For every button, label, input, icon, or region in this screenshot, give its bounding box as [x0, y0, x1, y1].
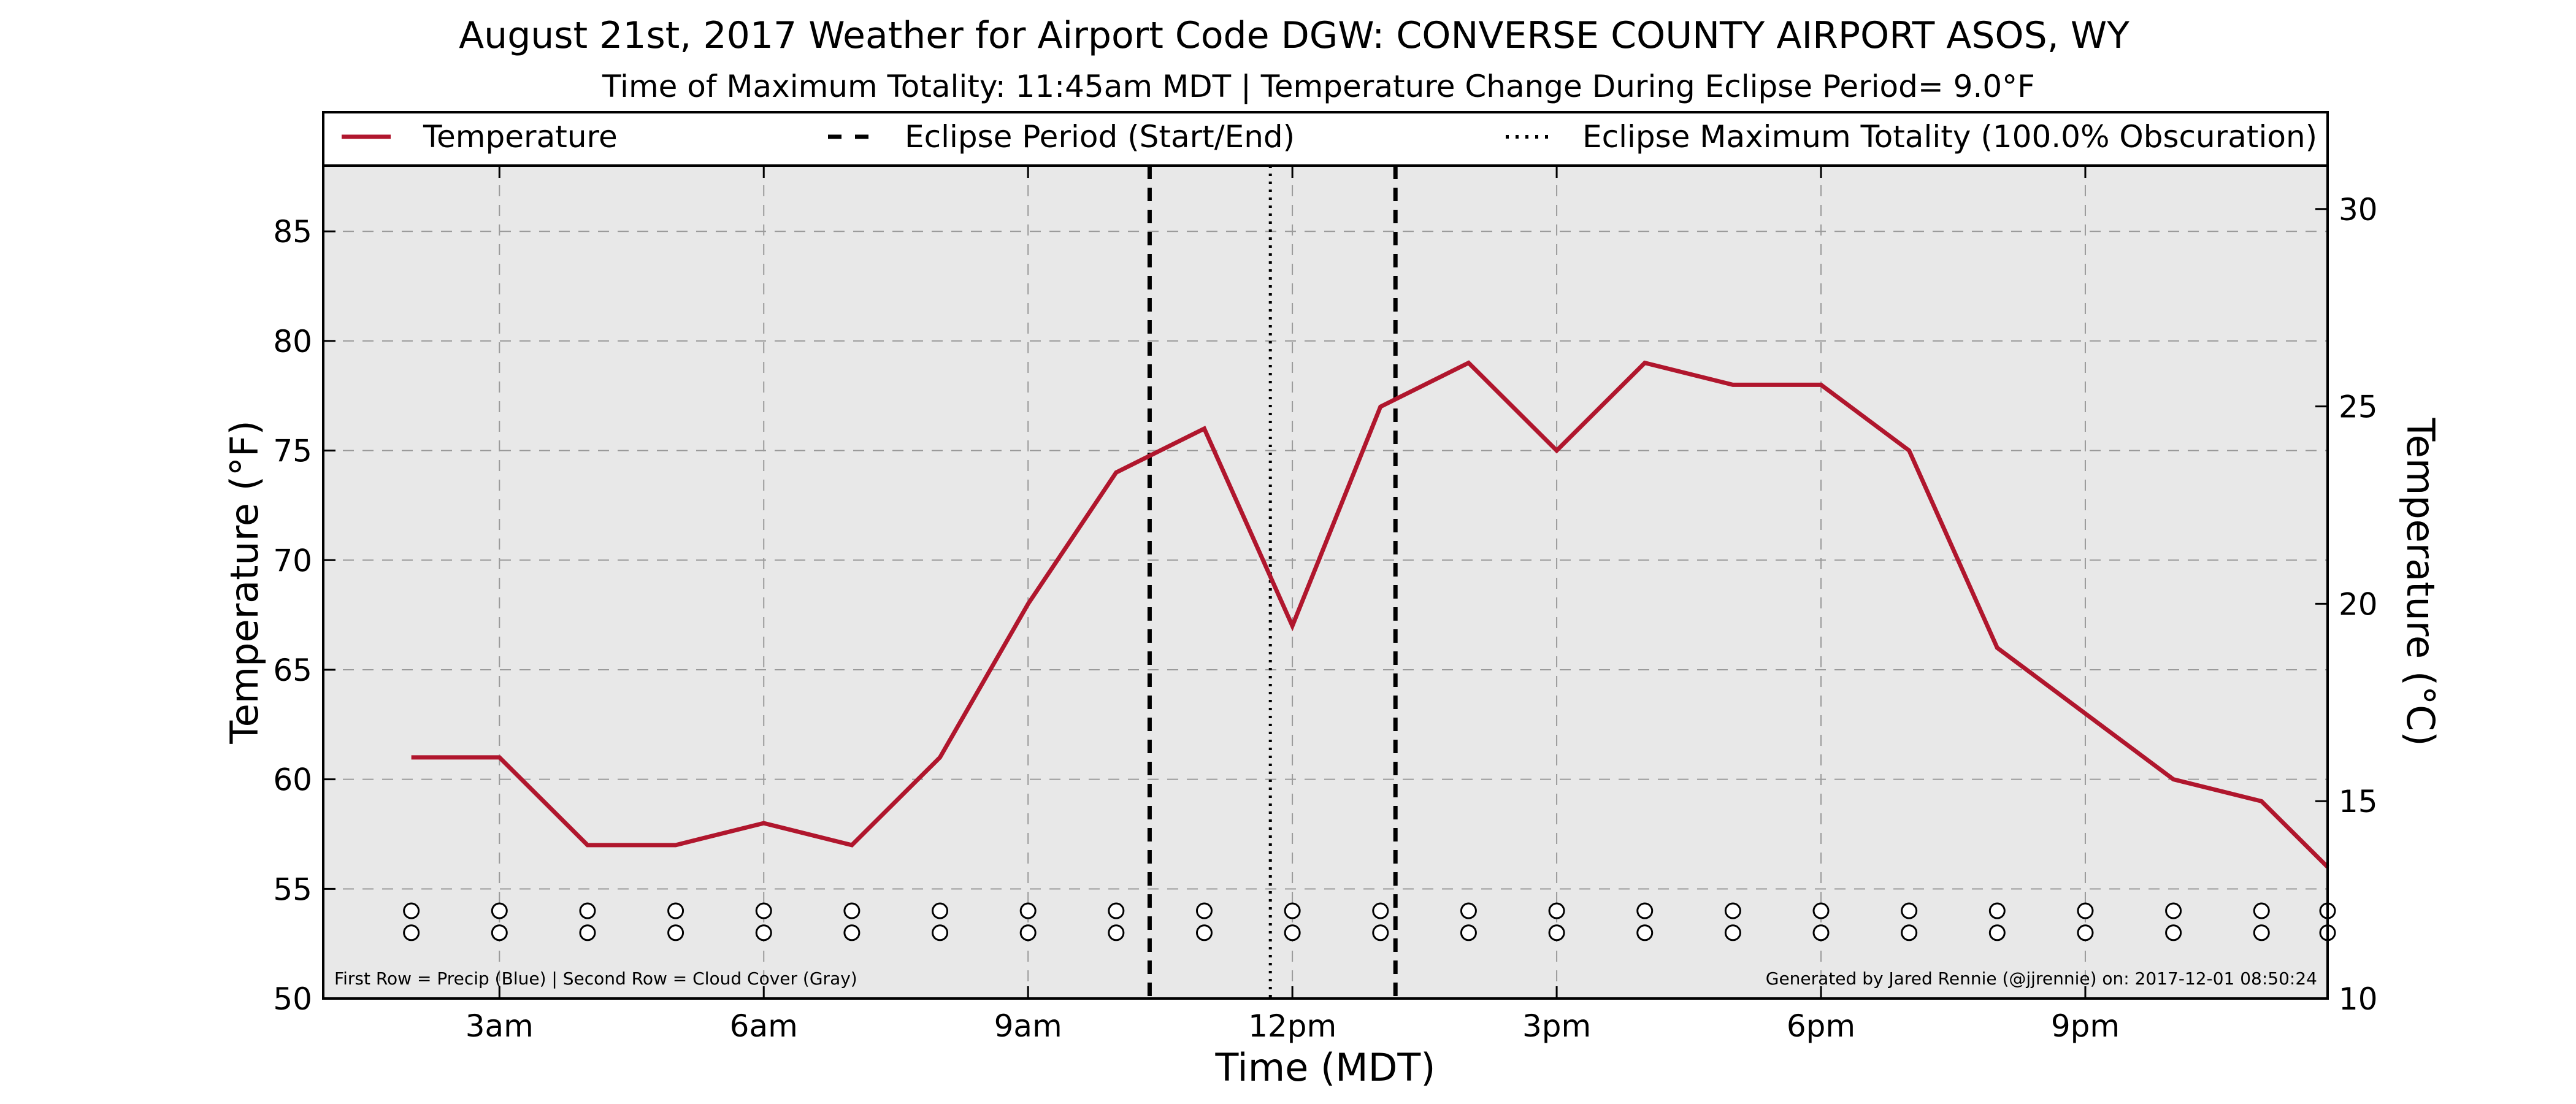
cloud-cover-marker	[579, 924, 596, 941]
legend: Temperature Eclipse Period (Start/End) E…	[322, 111, 2329, 167]
x-tick-label: 6pm	[1787, 1008, 1855, 1044]
y-tick-label: 50	[273, 981, 312, 1017]
y2-tick-label: 20	[2339, 586, 2378, 622]
cloud-cover-marker	[1548, 924, 1565, 941]
cloud-cover-marker	[1372, 924, 1389, 941]
x-tick-label: 6am	[730, 1008, 798, 1044]
precip-marker	[755, 902, 772, 919]
x-axis-ticks: 3am 6am 9am 12pm 3pm 6pm 9pm	[466, 166, 2120, 1044]
cloud-cover-marker	[1108, 924, 1125, 941]
cloud-cover-marker	[491, 924, 508, 941]
y2-tick-label: 30	[2339, 192, 2378, 228]
cloud-cover-marker	[1195, 924, 1213, 941]
precip-marker	[1812, 902, 1830, 919]
precip-marker	[2077, 902, 2094, 919]
x-tick-label: 9pm	[2051, 1008, 2120, 1044]
precip-marker	[1195, 902, 1213, 919]
precip-marker	[1988, 902, 2006, 919]
y-tick-label: 70	[273, 543, 312, 578]
y2-tick-label: 10	[2339, 981, 2378, 1017]
cloud-cover-marker	[1901, 924, 1918, 941]
precip-marker	[491, 902, 508, 919]
cloud-cover-marker	[1988, 924, 2006, 941]
precip-marker	[1724, 902, 1741, 919]
precip-marker	[2253, 902, 2270, 919]
y-axis-ticks: 50 55 60 65 70 75 80 85	[273, 214, 335, 1017]
precip-marker	[1901, 902, 1918, 919]
plot-area	[323, 166, 2328, 999]
precip-marker	[1108, 902, 1125, 919]
y-tick-label: 65	[273, 653, 312, 688]
series	[411, 360, 2329, 869]
x-tick-label: 3am	[466, 1008, 534, 1044]
y-tick-label: 55	[273, 872, 312, 907]
chart-subtitle: Time of Maximum Totality: 11:45am MDT | …	[602, 69, 2035, 104]
precip-marker	[1372, 902, 1389, 919]
precip-marker	[403, 902, 420, 919]
precip-marker	[2165, 902, 2182, 919]
y-tick-label: 80	[273, 324, 312, 359]
legend-box	[322, 111, 2329, 167]
y-tick-label: 85	[273, 214, 312, 250]
cloud-cover-marker	[1019, 924, 1037, 941]
precip-marker	[579, 902, 596, 919]
precip-marker	[1548, 902, 1565, 919]
precip-marker	[1636, 902, 1654, 919]
cloud-cover-marker	[843, 924, 861, 941]
cloud-cover-marker	[1636, 924, 1654, 941]
y2-tick-label: 25	[2339, 389, 2378, 425]
cloud-cover-marker	[1284, 924, 1301, 941]
temperature-line	[411, 360, 2329, 869]
precip-marker	[667, 902, 684, 919]
y2-tick-label: 15	[2339, 784, 2378, 819]
cloud-cover-marker	[2077, 924, 2094, 941]
cloud-cover-marker	[1724, 924, 1741, 941]
cloud-cover-marker	[1812, 924, 1830, 941]
marker-rows	[403, 902, 2336, 941]
cloud-cover-marker	[755, 924, 772, 941]
legend-max-totality-label: Eclipse Maximum Totality (100.0% Obscura…	[1582, 119, 2317, 155]
y-axis-label: Temperature (°F)	[222, 420, 267, 744]
chart-title: August 21st, 2017 Weather for Airport Co…	[459, 14, 2129, 57]
eclipse-lines	[1147, 166, 1398, 999]
precip-marker	[932, 902, 949, 919]
cloud-cover-marker	[403, 924, 420, 941]
cloud-cover-marker	[1460, 924, 1477, 941]
cloud-cover-marker	[667, 924, 684, 941]
x-tick-label: 3pm	[1522, 1008, 1591, 1044]
grid	[323, 166, 2328, 999]
x-axis-label: Time (MDT)	[1215, 1045, 1436, 1090]
cloud-cover-marker	[932, 924, 949, 941]
y-tick-label: 75	[273, 434, 312, 469]
x-tick-label: 12pm	[1248, 1008, 1336, 1044]
precip-marker	[1284, 902, 1301, 919]
y2-axis-label: Temperature (°C)	[2398, 417, 2443, 746]
y2-axis-ticks: 10 15 20 25 30	[2315, 192, 2378, 1017]
cloud-cover-marker	[2253, 924, 2270, 941]
precip-marker	[1019, 902, 1037, 919]
legend-eclipse-period-label: Eclipse Period (Start/End)	[905, 119, 1295, 155]
legend-temperature-label: Temperature	[423, 119, 618, 155]
footnote-right: Generated by Jared Rennie (@jjrennie) on…	[1766, 968, 2317, 989]
precip-marker	[843, 902, 861, 919]
precip-marker	[1460, 902, 1477, 919]
x-tick-label: 9am	[994, 1008, 1062, 1044]
cloud-cover-marker	[2165, 924, 2182, 941]
y-tick-label: 60	[273, 762, 312, 798]
footnote-left: First Row = Precip (Blue) | Second Row =…	[334, 968, 857, 989]
